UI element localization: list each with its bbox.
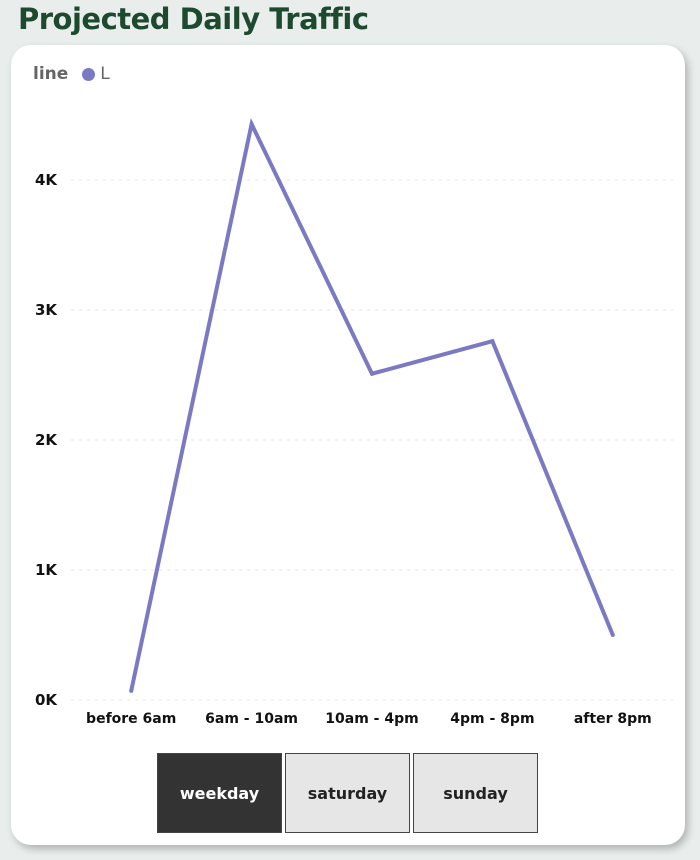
chart-card: line L 0K 1K 2K 3K 4K before 6am 6am - 10am 10… bbox=[11, 45, 685, 845]
y-tick-label: 4K bbox=[35, 171, 58, 189]
y-tick-label: 3K bbox=[35, 301, 58, 319]
series-lines bbox=[129, 117, 615, 693]
y-tick-label: 2K bbox=[35, 431, 58, 449]
legend-series-label: L bbox=[100, 64, 110, 84]
line-chart: 0K 1K 2K 3K 4K before 6am 6am - 10am 10am - 4p… bbox=[35, 117, 673, 727]
x-tick-label: 10am - 4pm bbox=[325, 711, 418, 727]
legend-title: line bbox=[33, 64, 69, 84]
data-point bbox=[370, 371, 374, 376]
slicer-button-saturday[interactable]: saturday bbox=[285, 753, 410, 833]
y-axis-ticks: 0K 1K 2K 3K 4K bbox=[35, 171, 58, 709]
slicer-button-weekday[interactable]: weekday bbox=[157, 753, 282, 833]
y-tick-label: 0K bbox=[35, 691, 58, 709]
x-tick-label: 6am - 10am bbox=[205, 711, 298, 727]
day-type-slicer: weekday saturday sunday bbox=[157, 753, 541, 833]
series-line bbox=[129, 117, 615, 692]
page-title: Projected Daily Traffic bbox=[18, 2, 369, 36]
x-tick-label: after 8pm bbox=[574, 711, 652, 727]
data-point bbox=[610, 633, 615, 637]
slicer-button-sunday[interactable]: sunday bbox=[413, 753, 538, 833]
x-tick-label: 4pm - 8pm bbox=[450, 711, 534, 727]
x-tick-label: before 6am bbox=[86, 711, 176, 727]
legend-marker-icon bbox=[82, 67, 96, 81]
data-point bbox=[490, 339, 495, 344]
data-point bbox=[129, 688, 134, 693]
data-point bbox=[249, 122, 254, 127]
y-tick-label: 1K bbox=[35, 561, 58, 579]
grid-lines bbox=[71, 179, 673, 701]
chart-legend: line L bbox=[33, 64, 110, 84]
x-axis-ticks: before 6am 6am - 10am 10am - 4pm 4pm - 8pm a… bbox=[86, 711, 652, 727]
